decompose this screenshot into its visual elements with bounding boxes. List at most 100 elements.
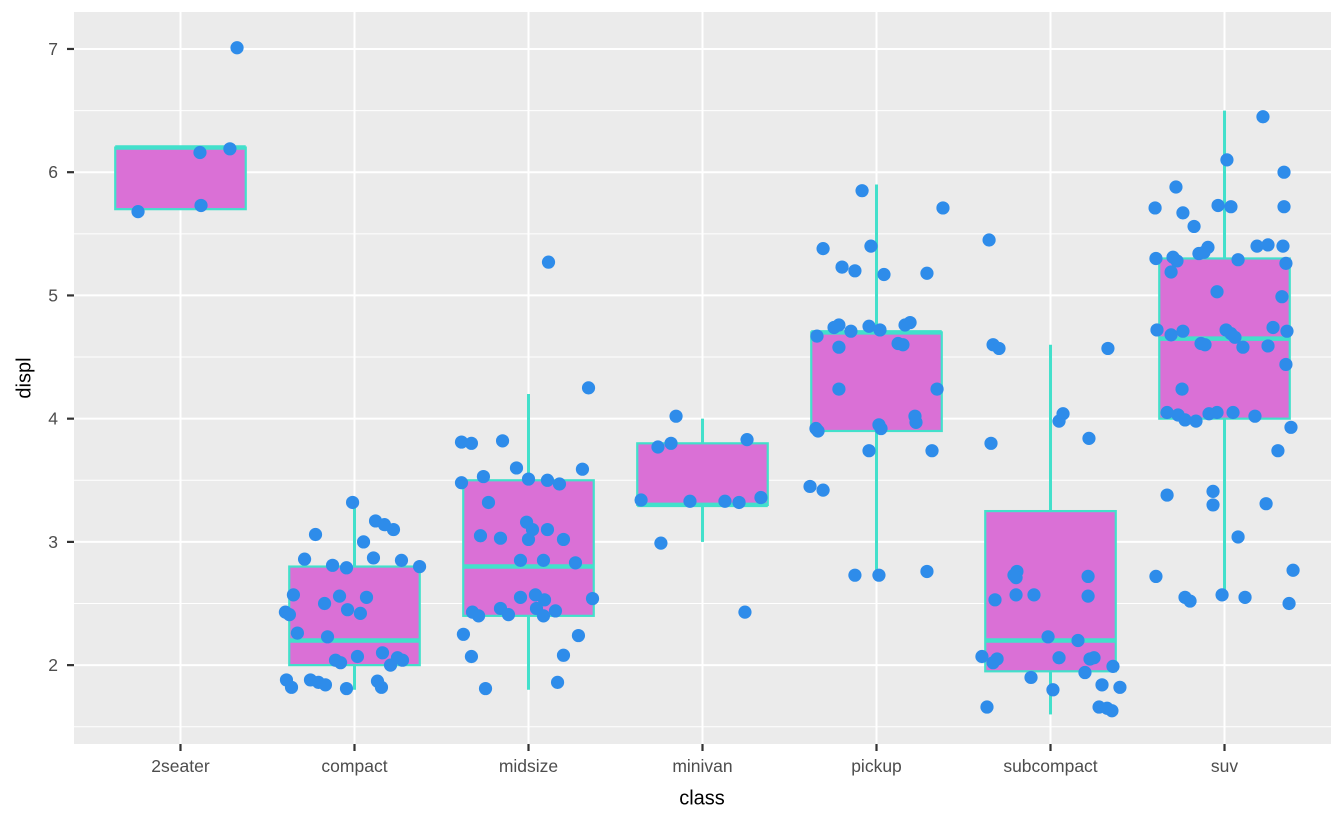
jitter-point-pickup <box>848 264 862 278</box>
jitter-point-pickup <box>864 239 878 253</box>
jitter-point-pickup <box>930 382 944 396</box>
jitter-point-subcompact <box>986 656 1000 670</box>
jitter-point-minivan <box>683 494 697 508</box>
y-axis-title: displ <box>13 357 36 399</box>
jitter-point-suv <box>1275 290 1289 304</box>
jitter-point-suv <box>1231 530 1245 544</box>
jitter-point-suv <box>1176 206 1190 220</box>
jitter-point-subcompact <box>1101 341 1115 356</box>
jitter-point-suv <box>1176 324 1190 338</box>
jitter-point-compact <box>353 606 368 620</box>
jitter-point-pickup <box>862 319 876 333</box>
jitter-point-suv <box>1211 198 1225 213</box>
x-tick-label: suv <box>1211 756 1238 776</box>
jitter-point-subcompact <box>1081 569 1095 584</box>
jitter-point-compact <box>320 630 335 644</box>
jitter-point-subcompact <box>1009 571 1023 585</box>
jitter-point-pickup <box>832 382 846 396</box>
jitter-point-minivan <box>754 490 768 505</box>
x-axis-title: class <box>679 787 725 810</box>
jitter-point-midsize <box>501 608 516 622</box>
x-tick-label: 2seater <box>151 756 210 776</box>
jitter-point-2seater <box>194 198 208 213</box>
jitter-point-suv <box>1187 219 1201 234</box>
jitter-point-compact <box>366 551 381 565</box>
jitter-point-midsize <box>509 461 524 475</box>
jitter-point-suv <box>1238 590 1252 604</box>
jitter-point-subcompact <box>980 700 994 714</box>
jitter-point-suv <box>1261 339 1275 353</box>
jitter-point-subcompact <box>982 233 996 247</box>
box-subcompact <box>984 509 1117 673</box>
y-tick-label: 3 <box>48 532 58 552</box>
jitter-point-suv <box>1271 444 1285 458</box>
jitter-point-minivan <box>654 536 668 550</box>
jitter-point-compact <box>325 558 340 572</box>
box-minivan <box>636 442 769 507</box>
jitter-point-subcompact <box>1113 680 1127 694</box>
jitter-point-suv <box>1178 413 1192 427</box>
jitter-point-pickup <box>909 415 923 429</box>
jitter-point-compact <box>282 608 297 622</box>
jitter-point-subcompact <box>1027 588 1041 602</box>
jitter-point-midsize <box>454 435 469 449</box>
jitter-point-pickup <box>873 323 887 337</box>
jitter-point-midsize <box>493 531 508 545</box>
jitter-point-midsize <box>540 522 555 537</box>
jitter-point-compact <box>345 495 360 510</box>
jitter-point-compact <box>286 588 301 602</box>
jitter-point-midsize <box>464 649 479 664</box>
jitter-point-pickup <box>855 184 869 198</box>
jitter-point-pickup <box>925 444 939 458</box>
jitter-point-suv <box>1280 324 1294 338</box>
jitter-point-midsize <box>464 436 479 450</box>
jitter-point-compact <box>318 678 333 692</box>
jitter-point-pickup <box>835 260 849 274</box>
jitter-point-subcompact <box>1105 704 1119 718</box>
jitter-point-midsize <box>575 462 590 476</box>
jitter-point-suv <box>1206 484 1220 498</box>
jitter-point-compact <box>394 553 409 567</box>
box-pickup <box>810 331 943 433</box>
jitter-point-minivan <box>651 440 665 454</box>
jitter-point-subcompact <box>1046 683 1060 697</box>
jitter-point-subcompact <box>1071 633 1085 648</box>
jitter-point-midsize <box>536 609 551 623</box>
jitter-point-pickup <box>872 568 886 582</box>
jitter-point-compact <box>333 656 348 670</box>
y-tick-label: 7 <box>48 39 58 59</box>
jitter-point-pickup <box>920 564 934 579</box>
jitter-point-suv <box>1150 323 1164 337</box>
jitter-point-suv <box>1277 200 1291 214</box>
x-tick-label: compact <box>321 756 387 776</box>
jitter-point-suv <box>1149 251 1163 266</box>
x-tick-label: subcompact <box>1003 756 1097 776</box>
jitter-point-midsize <box>536 553 551 567</box>
jitter-point-pickup <box>862 444 876 458</box>
jitter-point-subcompact <box>1082 431 1096 445</box>
jitter-point-pickup <box>896 338 910 352</box>
jitter-point-compact <box>308 527 323 542</box>
jitter-point-midsize <box>476 469 491 484</box>
jitter-point-midsize <box>571 628 586 643</box>
jitter-point-subcompact <box>984 436 998 450</box>
jitter-point-pickup <box>816 242 830 256</box>
jitter-point-compact <box>284 680 299 694</box>
jitter-point-pickup <box>810 329 824 343</box>
jitter-point-pickup <box>803 479 817 494</box>
jitter-point-suv <box>1279 256 1293 270</box>
jitter-point-compact <box>350 649 365 664</box>
jitter-point-suv <box>1261 238 1275 252</box>
box-2seater <box>114 146 247 211</box>
jitter-point-compact <box>340 603 355 617</box>
jitter-point-suv <box>1256 110 1270 124</box>
jitter-point-compact <box>359 590 374 604</box>
jitter-point-pickup <box>874 421 888 436</box>
y-tick-label: 2 <box>48 655 58 675</box>
jitter-point-compact <box>332 589 347 603</box>
jitter-point-compact <box>386 522 401 537</box>
jitter-point-midsize <box>537 593 552 607</box>
jitter-point-compact <box>374 680 389 694</box>
jitter-point-minivan <box>664 436 678 450</box>
